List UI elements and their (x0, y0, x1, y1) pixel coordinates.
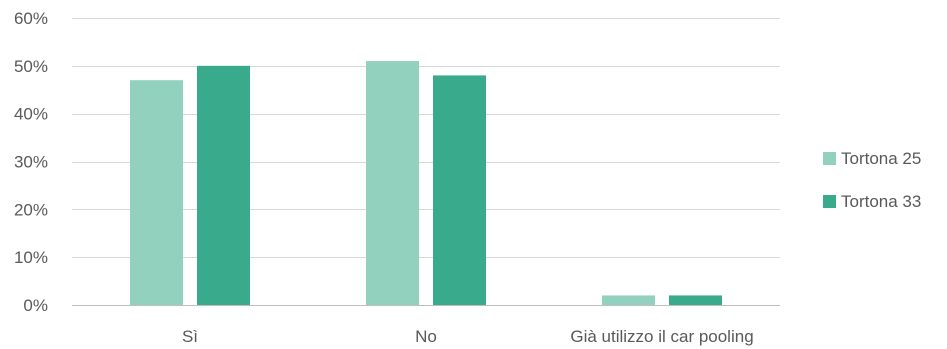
legend-swatch (823, 152, 836, 165)
y-tick-label: 0% (23, 296, 48, 315)
legend-swatch (823, 195, 836, 208)
legend: Tortona 25 Tortona 33 (823, 149, 921, 211)
legend-label: Tortona 25 (841, 149, 921, 168)
x-category-label: Sì (182, 327, 198, 346)
bar (130, 80, 183, 305)
bar (433, 75, 486, 306)
y-tick-label: 30% (14, 153, 48, 172)
gridlines (72, 18, 780, 306)
bar (602, 295, 655, 305)
x-category-label: Già utilizzo il car pooling (570, 327, 753, 346)
y-tick-label: 20% (14, 200, 48, 219)
bars (130, 61, 722, 306)
bar (366, 61, 419, 305)
bar (669, 295, 722, 305)
bar (197, 65, 250, 305)
legend-label: Tortona 33 (841, 192, 921, 211)
y-tick-label: 50% (14, 57, 48, 76)
y-tick-label: 10% (14, 248, 48, 267)
y-axis-ticks: 0% 10% 20% 30% 40% 50% 60% (14, 9, 48, 315)
y-tick-label: 60% (14, 9, 48, 28)
y-tick-label: 40% (14, 105, 48, 124)
x-axis-categories: Sì No Già utilizzo il car pooling (182, 327, 754, 346)
x-category-label: No (415, 327, 437, 346)
